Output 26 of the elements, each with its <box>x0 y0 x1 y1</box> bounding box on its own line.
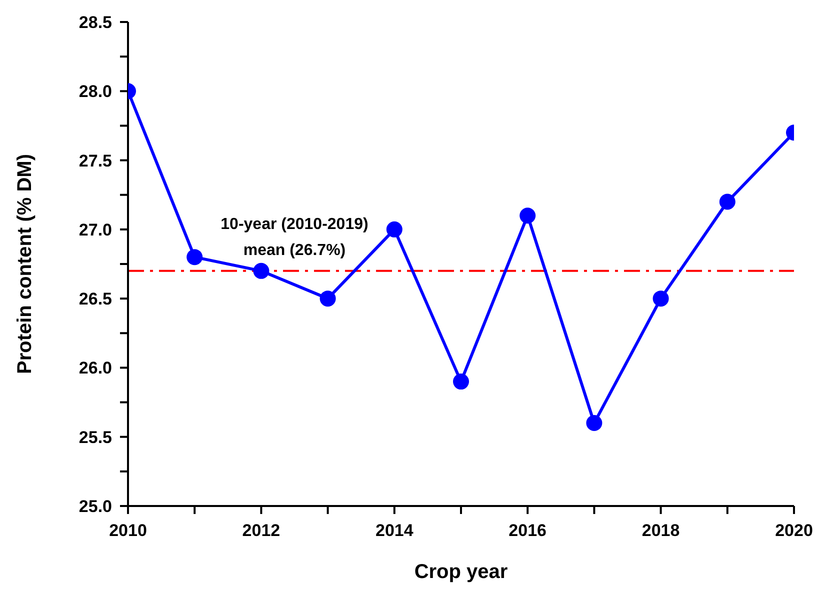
point <box>186 249 203 266</box>
x-tick-label: 2014 <box>375 521 414 540</box>
y-tick-label: 27.0 <box>78 220 112 240</box>
ref-line-label: 10-year (2010-2019) mean (26.7%) <box>220 216 368 259</box>
x-tick-label: 2016 <box>508 521 547 540</box>
x-axis-title: Crop year <box>414 561 508 583</box>
y-tick-label: 28.5 <box>78 13 112 32</box>
x-tick-label: 2010 <box>109 521 147 540</box>
point <box>453 374 469 390</box>
y-tick-label: 25.0 <box>78 497 112 516</box>
x-tick-label: 2012 <box>242 521 280 540</box>
y-tick-label: 26.5 <box>78 290 112 309</box>
y-tick-label: 26.0 <box>78 358 112 378</box>
x-tick-label: 2018 <box>642 521 680 540</box>
y-tick-label: 28.0 <box>78 82 112 102</box>
point <box>719 194 736 210</box>
y-tick-label: 25.5 <box>78 428 112 447</box>
point <box>253 262 270 279</box>
point <box>386 221 402 238</box>
y-tick-label: 27.5 <box>78 151 112 170</box>
x-tick-label: 2020 <box>775 521 813 540</box>
point <box>520 208 536 224</box>
point <box>652 290 669 307</box>
y-axis-title: Protein content (% DM) <box>14 154 36 374</box>
point <box>586 415 602 432</box>
point <box>320 290 336 307</box>
